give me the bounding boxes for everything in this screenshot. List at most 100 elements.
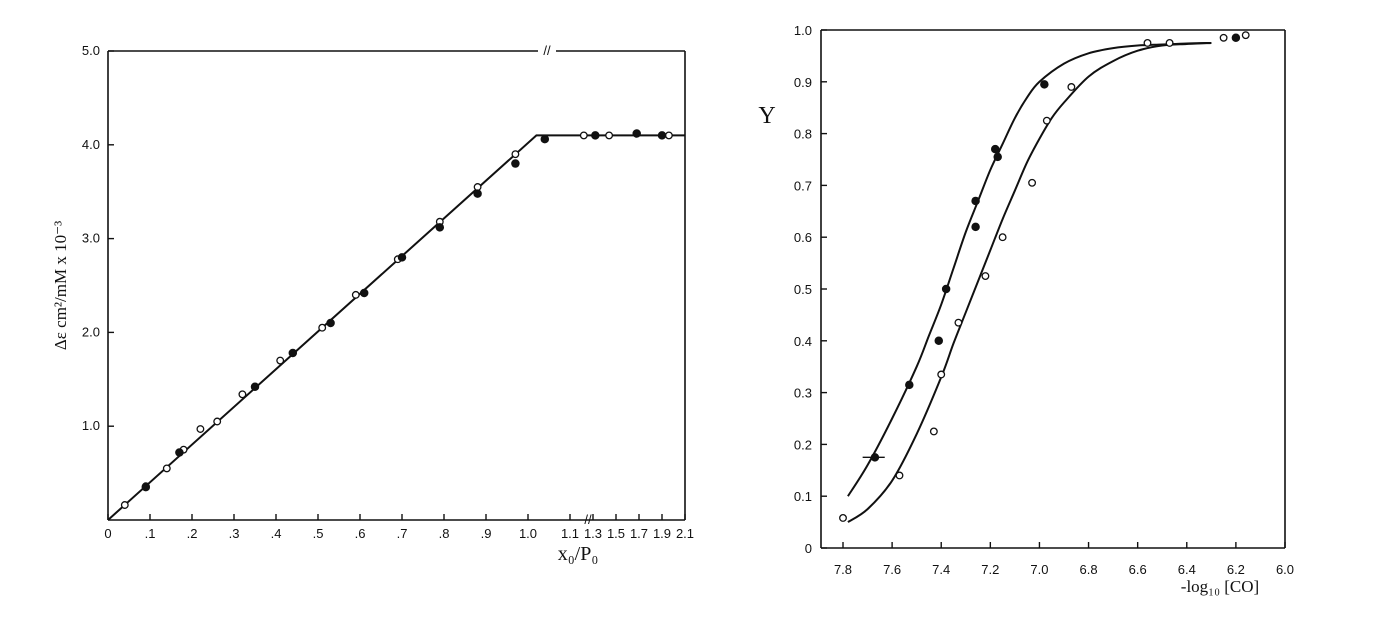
data-point xyxy=(657,131,667,140)
data-point xyxy=(238,390,247,399)
data-point xyxy=(1028,178,1037,187)
y-tick-label: 0.1 xyxy=(794,489,812,504)
fit-line xyxy=(107,134,685,521)
x-tick-label: 7.6 xyxy=(883,562,901,577)
data-point xyxy=(870,453,880,462)
x-tick-label: 1.0 xyxy=(519,526,537,541)
x-axis-label: x₀/P₀ xyxy=(558,543,599,565)
data-point xyxy=(141,482,151,492)
data-point xyxy=(511,150,520,159)
data-point xyxy=(981,272,990,280)
data-point xyxy=(971,222,980,232)
data-point xyxy=(397,253,407,262)
data-point xyxy=(473,183,482,191)
x-axis-label: -log₁₀ [CO] xyxy=(1181,577,1259,596)
x-tick-label: .2 xyxy=(187,526,198,541)
data-point xyxy=(276,356,285,365)
data-point xyxy=(632,129,641,138)
data-point xyxy=(175,448,184,457)
y-axis-label: Δε cm²/mM x 10⁻³ xyxy=(51,221,70,350)
data-point xyxy=(288,348,298,358)
y-tick-label: 0.5 xyxy=(794,282,812,297)
x-tick-label: 0 xyxy=(104,526,111,541)
x-tick-label: 2.1 xyxy=(676,526,694,541)
data-point xyxy=(1219,33,1228,42)
data-point xyxy=(511,159,520,168)
x-tick-label: .8 xyxy=(439,526,450,541)
x-tick-label: .3 xyxy=(229,526,240,541)
x-tick-label: .1 xyxy=(145,526,156,541)
y-tick-label: 0 xyxy=(805,541,812,556)
y-tick-label: 4.0 xyxy=(82,137,100,152)
data-point xyxy=(579,131,588,140)
y-tick-label: 0.4 xyxy=(794,334,812,349)
data-point xyxy=(1067,83,1076,91)
data-point xyxy=(120,501,129,509)
data-point xyxy=(954,318,963,327)
x-tick-label: 6.8 xyxy=(1080,562,1098,577)
x-tick-label: .5 xyxy=(313,526,324,541)
x-tick-label: .9 xyxy=(481,526,492,541)
x-tick-label: 7.4 xyxy=(932,562,950,577)
y-tick-label: 0.6 xyxy=(794,230,812,245)
data-point xyxy=(934,336,944,346)
x-tick-label: 1.1 xyxy=(561,526,579,541)
data-point xyxy=(162,464,171,473)
y-tick-label: 0.9 xyxy=(794,75,812,90)
data-point xyxy=(250,382,260,392)
x-axis-break-mark: // xyxy=(584,512,592,527)
x-tick-label: .6 xyxy=(355,526,366,541)
data-point xyxy=(213,417,222,426)
data-point xyxy=(540,134,550,144)
data-point xyxy=(473,189,482,198)
data-point xyxy=(971,196,980,206)
y-tick-label: 1.0 xyxy=(794,23,812,38)
data-point xyxy=(937,370,946,379)
y-tick-label: 3.0 xyxy=(82,231,100,246)
y-axis-label: Y xyxy=(758,103,775,129)
y-tick-label: 0.7 xyxy=(794,178,812,193)
data-point xyxy=(1231,33,1241,43)
x-tick-label: 1.7 xyxy=(630,526,648,541)
data-point xyxy=(895,471,904,480)
data-point xyxy=(326,318,335,328)
y-tick-label: 2.0 xyxy=(82,324,100,339)
data-point xyxy=(1040,80,1049,89)
data-point xyxy=(839,514,847,522)
y-tick-label: 5.0 xyxy=(82,43,100,58)
data-point xyxy=(1165,39,1174,47)
data-point xyxy=(941,284,951,294)
data-point xyxy=(359,288,369,298)
y-tick-label: 0.2 xyxy=(794,437,812,452)
data-point xyxy=(1042,116,1051,125)
data-point xyxy=(591,131,600,140)
x-tick-label: 1.9 xyxy=(653,526,671,541)
fit-curve-filled xyxy=(847,41,1212,497)
data-point xyxy=(318,323,327,332)
x-tick-label: 6.6 xyxy=(1129,562,1147,577)
x-tick-label: 7.2 xyxy=(981,562,999,577)
x-tick-label: .4 xyxy=(271,526,282,541)
data-point xyxy=(1241,31,1250,40)
data-point xyxy=(605,131,614,140)
y-tick-label: 0.8 xyxy=(794,127,812,142)
data-point xyxy=(990,144,1000,154)
axis-break-mark: // xyxy=(543,43,551,58)
x-tick-label: 1.5 xyxy=(607,526,625,541)
data-point xyxy=(993,152,1002,162)
x-tick-label: 6.0 xyxy=(1276,562,1294,577)
data-point xyxy=(1143,39,1152,47)
data-point xyxy=(929,427,938,436)
x-tick-label: 6.2 xyxy=(1227,562,1245,577)
x-tick-label: .7 xyxy=(397,526,408,541)
y-tick-label: 0.3 xyxy=(794,386,812,401)
fit-curve-open xyxy=(847,41,1212,523)
data-point xyxy=(905,380,914,390)
y-tick-label: 1.0 xyxy=(82,418,100,433)
x-tick-label: 7.8 xyxy=(834,562,852,577)
x-tick-label: 7.0 xyxy=(1030,562,1048,577)
data-point xyxy=(435,223,445,232)
data-point xyxy=(196,425,205,433)
x-tick-label: 6.4 xyxy=(1178,562,1196,577)
data-point xyxy=(664,131,673,140)
